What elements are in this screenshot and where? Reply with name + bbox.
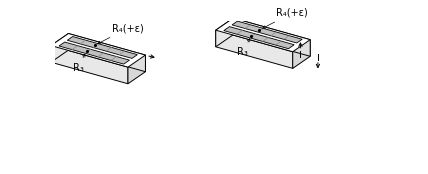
- Polygon shape: [51, 34, 68, 62]
- Polygon shape: [51, 34, 146, 67]
- Text: R₃: R₃: [73, 54, 85, 73]
- Polygon shape: [233, 18, 310, 56]
- Polygon shape: [67, 37, 137, 58]
- Text: R₃: R₃: [238, 39, 250, 57]
- Polygon shape: [216, 18, 310, 52]
- Polygon shape: [51, 46, 128, 84]
- Text: R₄(+ε): R₄(+ε): [262, 8, 308, 28]
- Polygon shape: [68, 34, 146, 72]
- Polygon shape: [232, 21, 302, 43]
- Polygon shape: [224, 27, 294, 49]
- Text: R₄(+ε): R₄(+ε): [98, 23, 143, 44]
- Polygon shape: [128, 55, 146, 84]
- Polygon shape: [216, 30, 293, 68]
- Polygon shape: [216, 18, 233, 47]
- Polygon shape: [293, 40, 310, 68]
- Polygon shape: [59, 42, 129, 64]
